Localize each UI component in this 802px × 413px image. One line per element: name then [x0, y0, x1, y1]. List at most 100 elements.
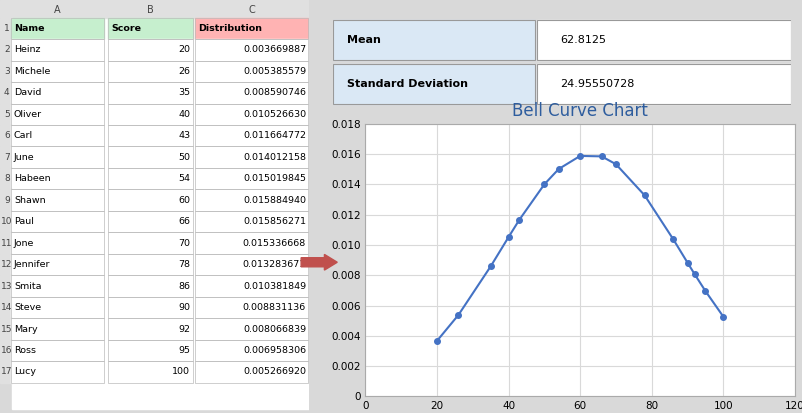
Bar — [0, 340, 12, 361]
Text: 11: 11 — [1, 239, 13, 248]
Bar — [333, 64, 534, 104]
Bar — [10, 233, 103, 254]
Bar — [0, 190, 12, 211]
Bar — [0, 82, 12, 104]
Text: Steve: Steve — [14, 303, 41, 312]
Bar — [195, 340, 307, 361]
Bar — [195, 18, 307, 39]
Text: 0.013283671: 0.013283671 — [242, 260, 306, 269]
Text: B: B — [147, 5, 153, 15]
Text: 0.015019845: 0.015019845 — [243, 174, 306, 183]
Bar — [108, 361, 193, 383]
Bar — [195, 254, 307, 275]
Text: 0.014012158: 0.014012158 — [243, 153, 306, 162]
Text: 9: 9 — [4, 196, 10, 205]
Bar — [10, 61, 103, 82]
Text: 95: 95 — [178, 346, 190, 355]
Bar — [10, 361, 103, 383]
Text: 66: 66 — [178, 217, 190, 226]
Text: 0.008066839: 0.008066839 — [243, 325, 306, 334]
Bar — [108, 318, 193, 340]
Text: 0.015856271: 0.015856271 — [243, 217, 306, 226]
Bar — [10, 190, 103, 211]
Text: 10: 10 — [1, 217, 13, 226]
Bar — [195, 340, 307, 361]
Text: 4: 4 — [4, 88, 10, 97]
Bar — [10, 82, 103, 104]
Bar — [195, 297, 307, 318]
Bar — [10, 318, 103, 340]
Bar — [108, 233, 193, 254]
Text: 6: 6 — [4, 131, 10, 140]
Bar — [10, 61, 103, 82]
Bar — [10, 340, 103, 361]
Text: 0.005385579: 0.005385579 — [243, 67, 306, 76]
Text: Ross: Ross — [14, 346, 36, 355]
Bar — [0, 125, 12, 147]
Bar — [10, 168, 103, 190]
Text: Jennifer: Jennifer — [14, 260, 51, 269]
Bar — [537, 20, 790, 60]
Bar — [108, 211, 193, 233]
Bar — [10, 297, 103, 318]
Text: 0.008831136: 0.008831136 — [242, 303, 306, 312]
Text: 60: 60 — [178, 196, 190, 205]
Text: 14: 14 — [1, 303, 13, 312]
Bar — [108, 125, 193, 147]
Bar — [108, 254, 193, 275]
Bar — [195, 61, 307, 82]
Bar — [537, 64, 790, 104]
Text: 26: 26 — [178, 67, 190, 76]
Bar — [108, 318, 193, 340]
Text: 0.010381849: 0.010381849 — [243, 282, 306, 291]
Text: 0.010526630: 0.010526630 — [243, 110, 306, 119]
Bar — [195, 297, 307, 318]
Text: Michele: Michele — [14, 67, 51, 76]
Bar — [195, 125, 307, 147]
Bar — [0, 254, 12, 275]
Text: 0.005266920: 0.005266920 — [243, 368, 306, 377]
Bar — [10, 39, 103, 61]
Bar — [108, 297, 193, 318]
Text: Oliver: Oliver — [14, 110, 42, 119]
Bar — [108, 18, 193, 39]
Text: 13: 13 — [1, 282, 13, 291]
Bar — [195, 211, 307, 233]
Bar — [10, 211, 103, 233]
Bar — [537, 20, 790, 60]
Bar — [10, 39, 103, 61]
Bar — [10, 340, 103, 361]
Bar — [195, 168, 307, 190]
Bar — [0, 104, 12, 125]
Bar — [10, 233, 103, 254]
Bar — [108, 125, 193, 147]
Text: Habeen: Habeen — [14, 174, 51, 183]
Text: 78: 78 — [178, 260, 190, 269]
Bar — [0, 147, 12, 168]
Bar — [10, 18, 103, 39]
Text: 8: 8 — [4, 174, 10, 183]
Text: 86: 86 — [178, 282, 190, 291]
Bar — [10, 190, 103, 211]
Bar — [195, 254, 307, 275]
Bar — [108, 275, 193, 297]
Text: 3: 3 — [4, 67, 10, 76]
Bar — [10, 254, 103, 275]
Bar — [195, 125, 307, 147]
Bar — [0, 275, 12, 297]
Bar — [195, 190, 307, 211]
Bar — [10, 318, 103, 340]
Text: Shawn: Shawn — [14, 196, 46, 205]
Bar — [10, 275, 103, 297]
Bar — [10, 125, 103, 147]
Text: Mean: Mean — [346, 35, 380, 45]
Bar — [108, 61, 193, 82]
Bar — [195, 61, 307, 82]
Bar — [195, 275, 307, 297]
Text: Mary: Mary — [14, 325, 38, 334]
Bar — [195, 147, 307, 168]
Text: June: June — [14, 153, 34, 162]
Bar — [108, 168, 193, 190]
Bar — [108, 211, 193, 233]
Text: 0.015884940: 0.015884940 — [243, 196, 306, 205]
